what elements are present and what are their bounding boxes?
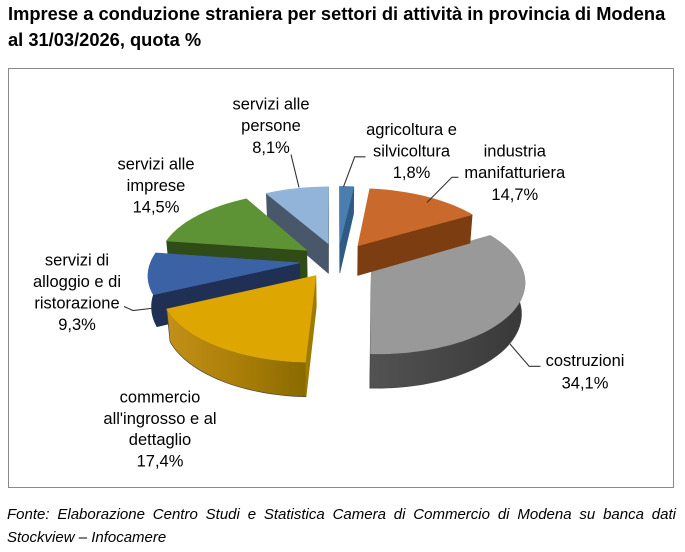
- svg-text:1,8%: 1,8%: [393, 164, 431, 182]
- svg-text:servizi alle: servizi alle: [117, 155, 194, 173]
- svg-text:dettaglio: dettaglio: [129, 431, 191, 449]
- svg-text:alloggio e di: alloggio e di: [33, 273, 121, 291]
- svg-text:manifatturiera: manifatturiera: [464, 164, 566, 182]
- svg-text:ristorazione: ristorazione: [34, 295, 119, 313]
- svg-text:industria: industria: [484, 143, 547, 161]
- svg-text:9,3%: 9,3%: [58, 316, 96, 334]
- svg-text:17,4%: 17,4%: [137, 452, 184, 470]
- svg-text:costruzioni: costruzioni: [546, 352, 625, 370]
- svg-text:servizi di: servizi di: [45, 251, 109, 269]
- svg-text:all'ingrosso e al: all'ingrosso e al: [103, 410, 216, 428]
- svg-text:commercio: commercio: [120, 389, 201, 407]
- svg-text:34,1%: 34,1%: [562, 374, 609, 392]
- svg-text:14,7%: 14,7%: [491, 186, 538, 204]
- svg-text:8,1%: 8,1%: [252, 139, 290, 157]
- svg-text:persone: persone: [241, 117, 301, 135]
- svg-text:silvicoltura: silvicoltura: [373, 143, 451, 161]
- svg-text:imprese: imprese: [127, 177, 186, 195]
- svg-text:servizi alle: servizi alle: [232, 96, 309, 114]
- svg-text:agricoltura e: agricoltura e: [366, 121, 457, 139]
- svg-text:14,5%: 14,5%: [133, 199, 180, 217]
